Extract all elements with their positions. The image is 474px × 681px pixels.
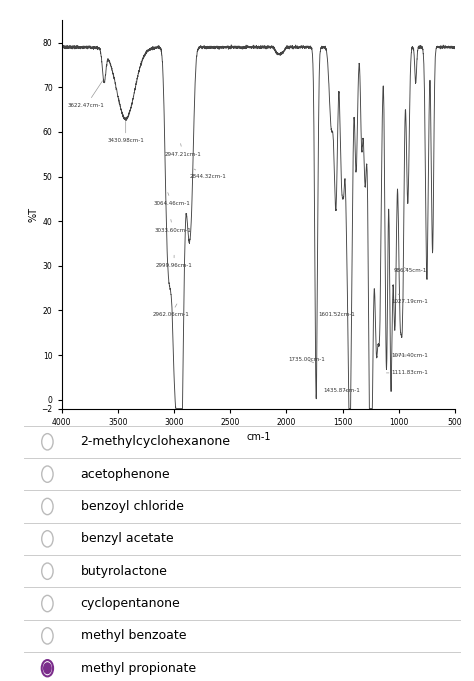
Text: 3622.47cm-1: 3622.47cm-1: [68, 81, 105, 108]
Text: 1027.19cm-1: 1027.19cm-1: [392, 294, 428, 304]
Text: 3033.60cm-1: 3033.60cm-1: [155, 219, 191, 233]
X-axis label: cm-1: cm-1: [246, 432, 271, 442]
Text: 3430.98cm-1: 3430.98cm-1: [107, 121, 144, 144]
Text: 1111.83cm-1: 1111.83cm-1: [386, 370, 428, 375]
Text: 1735.00cm-1: 1735.00cm-1: [288, 357, 325, 363]
Text: cyclopentanone: cyclopentanone: [81, 597, 180, 610]
Text: butyrolactone: butyrolactone: [81, 565, 167, 577]
Text: 2999.96cm-1: 2999.96cm-1: [155, 255, 192, 268]
Y-axis label: %T: %T: [29, 207, 39, 222]
Text: 3064.46cm-1: 3064.46cm-1: [154, 193, 190, 206]
Text: 2844.32cm-1: 2844.32cm-1: [190, 169, 226, 179]
Text: acetophenone: acetophenone: [81, 468, 170, 481]
Text: benzoyl chloride: benzoyl chloride: [81, 500, 183, 513]
Text: 2-methylcyclohexanone: 2-methylcyclohexanone: [81, 435, 230, 448]
Text: 986.45cm-1: 986.45cm-1: [393, 267, 427, 273]
Text: benzyl acetate: benzyl acetate: [81, 533, 173, 545]
Text: methyl propionate: methyl propionate: [81, 662, 196, 675]
Text: 2947.21cm-1: 2947.21cm-1: [164, 144, 201, 157]
Text: methyl benzoate: methyl benzoate: [81, 629, 186, 642]
Text: 1601.52cm-1: 1601.52cm-1: [318, 313, 355, 317]
Text: 1435.87cm-1: 1435.87cm-1: [323, 388, 360, 393]
Text: 1071.40cm-1: 1071.40cm-1: [392, 353, 428, 358]
Text: 2962.06cm-1: 2962.06cm-1: [152, 304, 189, 317]
